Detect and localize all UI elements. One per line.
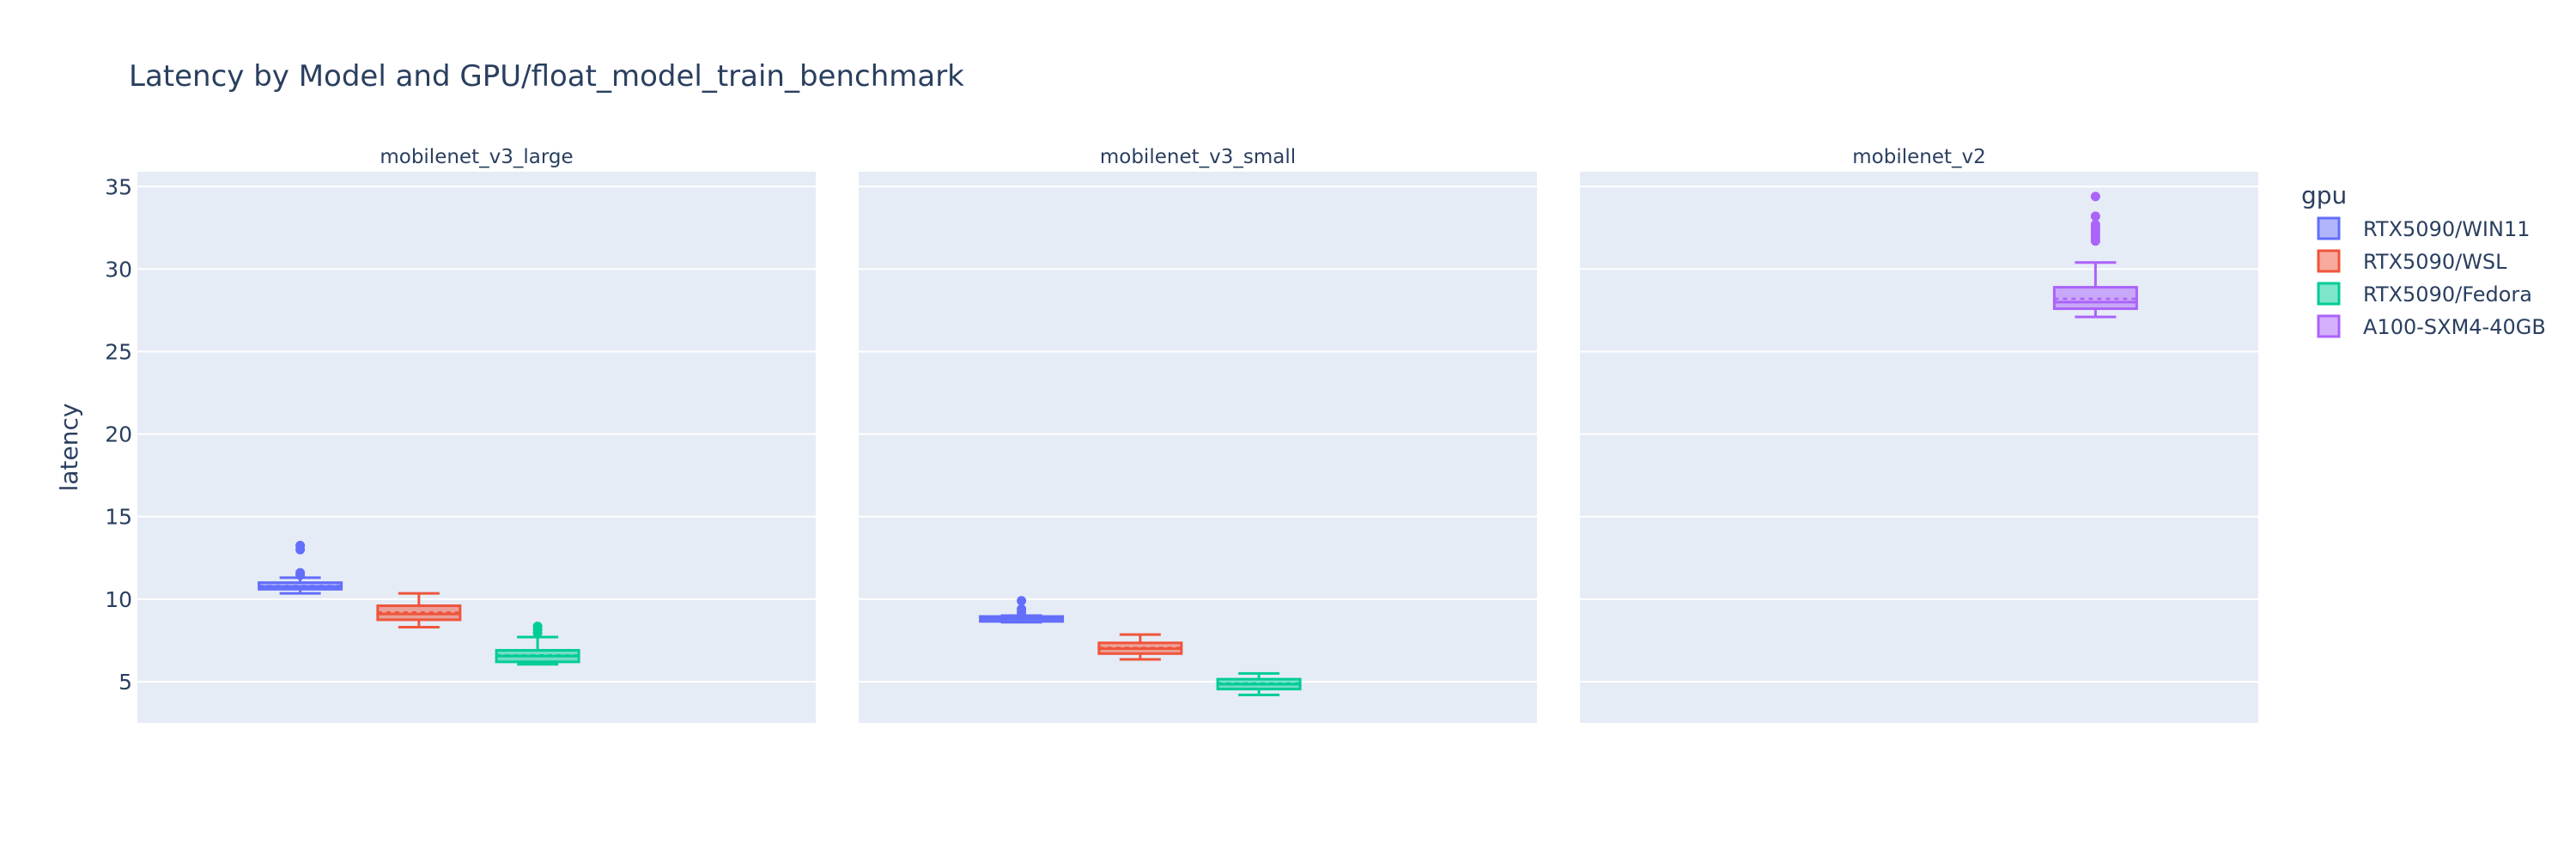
legend-swatch — [2317, 314, 2341, 338]
legend-item-A100-SXM4-40GB[interactable]: A100-SXM4-40GB — [2317, 314, 2546, 339]
y-tick-label: 15 — [105, 505, 132, 530]
legend[interactable]: gpu RTX5090/WIN11 RTX5090/WSL RTX5090/Fedo… — [2301, 181, 2546, 339]
legend-label: A100-SXM4-40GB — [2363, 315, 2546, 339]
y-tick-label: 5 — [118, 670, 132, 695]
box-RTX5090/WIN11[interactable] — [258, 540, 343, 595]
outlier-point[interactable] — [2090, 211, 2100, 222]
panel-mobilenet_v3_small: mobilenet_v3_small — [859, 146, 1537, 723]
legend-label: RTX5090/WSL — [2363, 250, 2507, 274]
legend-swatch — [2317, 216, 2341, 240]
box-RTX5090/Fedora[interactable] — [1216, 671, 1302, 696]
plot-area — [137, 172, 816, 723]
y-tick-label: 25 — [105, 340, 132, 365]
legend-swatch — [2317, 249, 2341, 273]
box-RTX5090/WIN11[interactable] — [979, 596, 1065, 624]
outlier-point[interactable] — [2090, 220, 2100, 230]
outlier-point[interactable] — [2090, 191, 2100, 202]
legend-label: RTX5090/Fedora — [2363, 282, 2532, 307]
outlier-point[interactable] — [532, 622, 543, 632]
y-tick-label: 30 — [105, 257, 132, 282]
panel-mobilenet_v3_large: 5 10 15 20 25 30 35 mobilenet_v3_large — [105, 146, 816, 723]
y-tick-label: 10 — [105, 587, 132, 612]
box-RTX5090/WSL[interactable] — [1097, 633, 1183, 661]
y-axis-label: latency — [55, 404, 83, 492]
outlier-point[interactable] — [1017, 596, 1027, 606]
chart-title: Latency by Model and GPU/float_model_tra… — [129, 59, 964, 94]
legend-label: RTX5090/WIN11 — [2363, 217, 2530, 241]
legend-items[interactable]: RTX5090/WIN11 RTX5090/WSL RTX5090/Fedora A1… — [2317, 216, 2546, 339]
box-RTX5090/Fedora[interactable] — [495, 622, 580, 666]
y-tick-label: 20 — [105, 422, 132, 447]
subplot-title: mobilenet_v2 — [1852, 146, 1986, 168]
outlier-point[interactable] — [1017, 604, 1027, 614]
panel-mobilenet_v2: mobilenet_v2 — [1580, 146, 2258, 723]
panels: 5 10 15 20 25 30 35 mobilenet_v3_large mobilenet… — [105, 146, 2258, 723]
subplot-title: mobilenet_v3_small — [1100, 146, 1296, 168]
y-tick-label: 35 — [105, 174, 132, 199]
subplot-title: mobilenet_v3_large — [380, 146, 573, 168]
legend-item-RTX5090/Fedora[interactable]: RTX5090/Fedora — [2317, 282, 2532, 307]
legend-item-RTX5090/WIN11[interactable]: RTX5090/WIN11 — [2317, 216, 2530, 241]
plot-area — [1580, 172, 2258, 723]
legend-item-RTX5090/WSL[interactable]: RTX5090/WSL — [2317, 249, 2507, 274]
plot-area — [859, 172, 1537, 723]
box-RTX5090/WSL[interactable] — [376, 592, 462, 629]
outlier-point[interactable] — [295, 540, 306, 550]
outlier-point[interactable] — [295, 568, 306, 578]
box-A100-SXM4-40GB[interactable] — [2052, 191, 2138, 319]
legend-title: gpu — [2301, 181, 2347, 209]
legend-swatch — [2317, 282, 2341, 306]
